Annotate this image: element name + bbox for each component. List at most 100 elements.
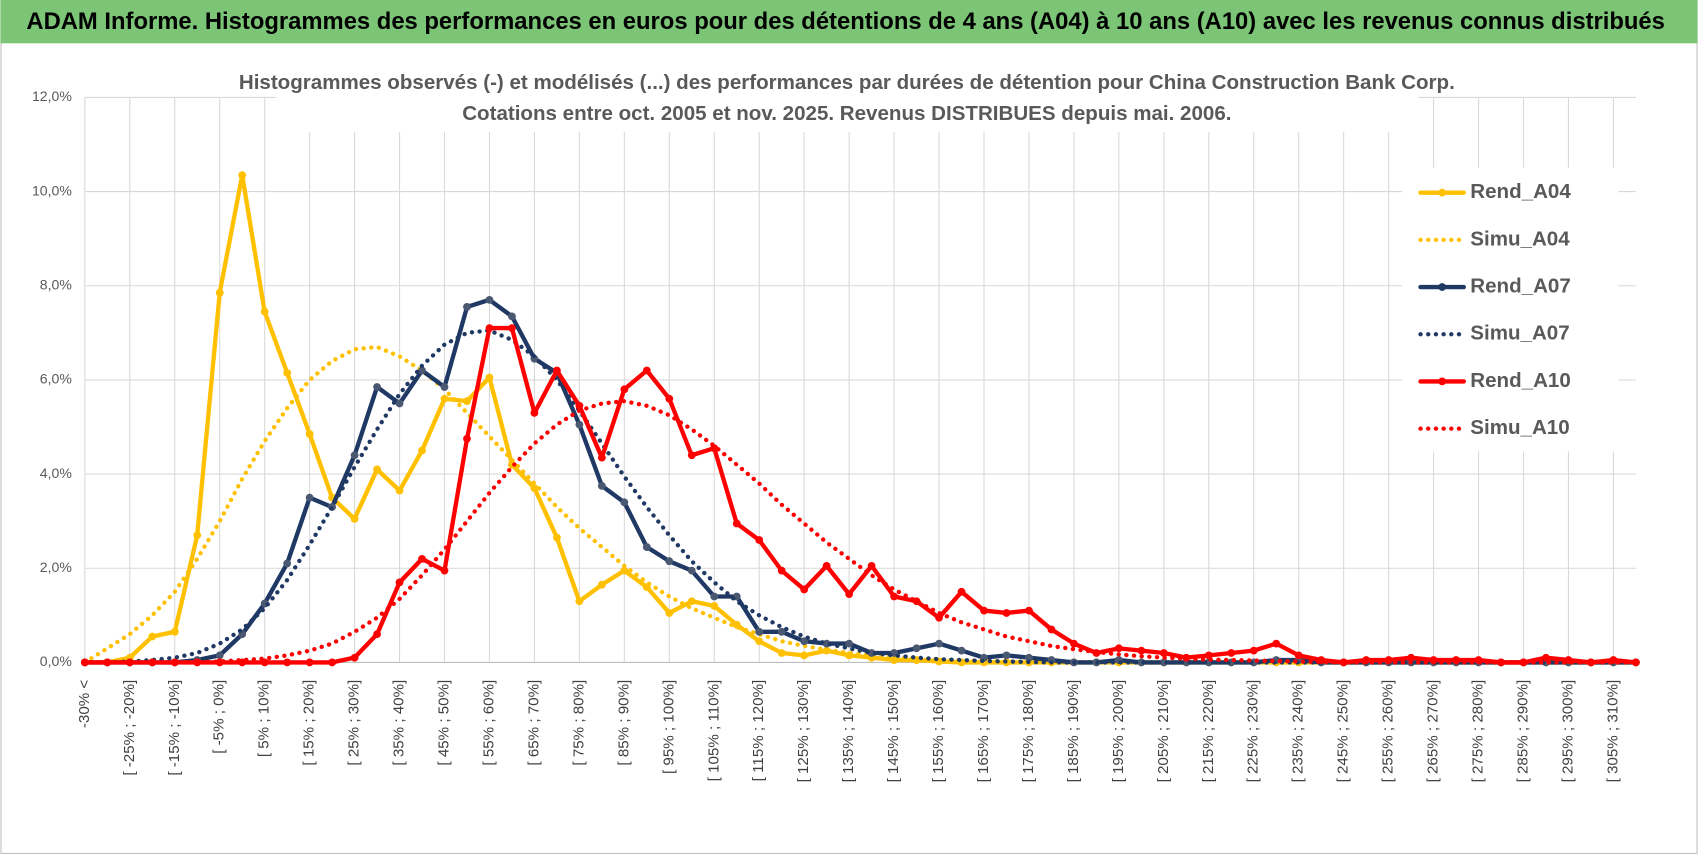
legend-marker <box>1438 377 1447 386</box>
point <box>305 658 314 667</box>
point <box>418 366 426 375</box>
point <box>597 580 606 589</box>
x-tick-label: [ 25% ; 30%] <box>346 680 363 766</box>
x-tick-label: [ 285% ; 290%] <box>1514 680 1531 783</box>
point <box>575 420 584 429</box>
point <box>665 557 674 566</box>
legend-label: Rend_A07 <box>1470 274 1571 297</box>
x-tick-label: [ 265% ; 270%] <box>1425 680 1442 783</box>
y-tick-label: 2,0% <box>40 559 72 575</box>
point <box>800 637 809 646</box>
x-tick-label: [ 175% ; 180%] <box>1020 680 1037 783</box>
point <box>350 514 359 523</box>
point <box>597 453 606 462</box>
x-tick-label: [ -5% ; 0%] <box>211 680 228 754</box>
x-tick-label: [ 275% ; 280%] <box>1470 680 1487 783</box>
point <box>1227 649 1236 657</box>
point <box>530 408 539 417</box>
point <box>463 434 471 443</box>
title-backdrop <box>276 67 1419 133</box>
x-tick-label: [ 65% ; 70%] <box>525 680 542 766</box>
point <box>328 658 337 667</box>
point <box>1002 609 1011 617</box>
point <box>665 394 674 403</box>
point <box>530 484 539 493</box>
point <box>440 394 449 403</box>
legend-label: Rend_A04 <box>1470 180 1571 203</box>
x-tick-label: [ 105% ; 110%] <box>705 680 722 782</box>
y-tick-label: 12,0% <box>32 88 72 104</box>
point <box>620 385 629 394</box>
x-tick-label: [ 135% ; 140%] <box>840 680 857 783</box>
point <box>1070 639 1078 648</box>
x-tick-label: [ 75% ; 80%] <box>570 680 587 766</box>
point <box>867 562 876 570</box>
point <box>845 639 854 648</box>
x-tick-label: [ 95% ; 100%] <box>660 680 677 774</box>
point <box>890 592 898 601</box>
simulated-line <box>82 344 1639 665</box>
point <box>395 399 404 408</box>
point <box>1587 658 1595 667</box>
y-tick-label: 4,0% <box>40 465 72 481</box>
point <box>418 554 426 563</box>
point <box>755 637 764 646</box>
legend-label: Rend_A10 <box>1470 369 1571 392</box>
x-tick-label: [ -25% ; -20%] <box>121 680 138 776</box>
x-tick-label: [ 205% ; 210%] <box>1155 680 1172 783</box>
point <box>1249 646 1258 655</box>
chart-title: Histogrammes observés (-) et modélisés (… <box>239 71 1455 94</box>
point <box>350 451 359 460</box>
point <box>575 401 584 410</box>
y-tick-label: 8,0% <box>40 276 72 292</box>
point <box>553 533 561 542</box>
simulated-line <box>82 398 1639 665</box>
point <box>822 562 831 570</box>
point <box>508 324 516 333</box>
point <box>957 646 966 655</box>
y-tick-label: 0,0% <box>40 653 72 669</box>
point <box>508 312 516 321</box>
chart-subtitle: Cotations entre oct. 2005 et nov. 2025. … <box>462 102 1231 125</box>
x-tick-label: [ 305% ; 310%] <box>1604 680 1621 783</box>
point <box>800 651 809 660</box>
point <box>260 307 269 316</box>
point <box>1137 646 1146 655</box>
y-tick-label: 6,0% <box>40 371 72 387</box>
x-tick-label: [ 145% ; 150%] <box>885 680 902 783</box>
header-bar <box>0 0 1698 44</box>
point <box>665 609 674 617</box>
point <box>193 531 202 540</box>
x-tick-label: [ 15% ; 20%] <box>301 680 318 766</box>
x-tick-label: [ 125% ; 130%] <box>795 680 812 783</box>
point <box>305 430 314 438</box>
point <box>755 627 764 636</box>
point <box>800 585 809 594</box>
x-tick-label: [ 85% ; 90%] <box>615 680 632 766</box>
point <box>597 481 606 490</box>
point <box>1025 653 1033 662</box>
point <box>373 630 381 639</box>
point <box>642 366 651 375</box>
x-tick-label: [ 115% ; 120%] <box>750 680 767 782</box>
point <box>418 446 426 455</box>
point <box>935 613 943 622</box>
x-tick-label: [ 255% ; 260%] <box>1380 680 1397 783</box>
point <box>912 644 921 653</box>
point <box>1002 651 1011 660</box>
point <box>553 366 561 375</box>
x-tick-label: [ 5% ; 10%] <box>256 680 273 757</box>
point <box>710 602 719 610</box>
x-tick-label: [ 235% ; 240%] <box>1290 680 1307 783</box>
point <box>1542 653 1550 662</box>
point <box>1272 639 1281 648</box>
point <box>777 627 786 636</box>
point <box>1114 644 1123 653</box>
point <box>395 486 404 495</box>
point <box>440 566 449 575</box>
point <box>1294 651 1303 660</box>
point <box>350 653 359 662</box>
point <box>687 451 696 460</box>
point <box>1159 649 1168 657</box>
